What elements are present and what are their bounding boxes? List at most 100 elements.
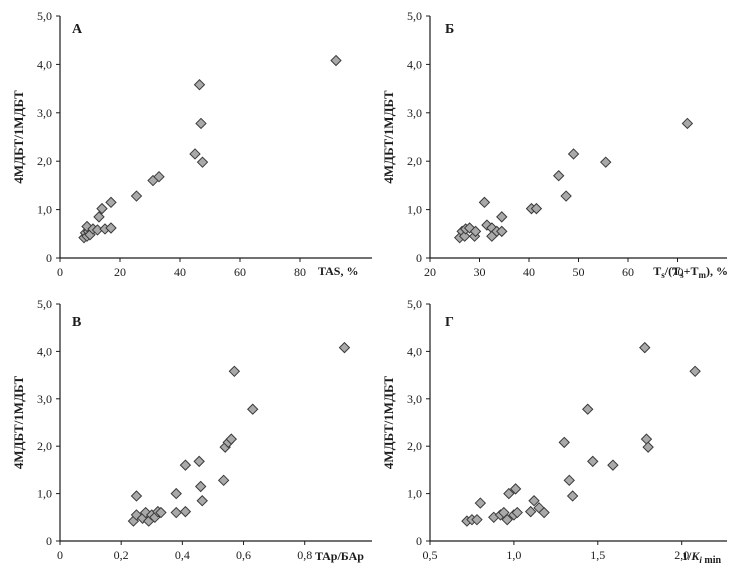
y-tick-label: 0 [46, 534, 52, 548]
y-tick-label: 0 [416, 251, 422, 265]
y-axis-title: 4МДБТ/1МДБТ [11, 376, 26, 470]
x-tick-label: 0,4 [175, 548, 190, 562]
x-tick-label: 0,5 [423, 548, 438, 562]
chart-panel-4: 0 1,0 2,0 3,0 4,0 5,0 0,5 1,0 1,5 2,0 Г 4МДБТ/1МДБТ… [381, 297, 727, 566]
data-point [501, 513, 513, 526]
y-tick-label: 1,0 [407, 203, 422, 217]
x-tick-label: 1,0 [506, 548, 521, 562]
x-tick-label: 20 [114, 265, 126, 279]
y-tick-label: 2,0 [37, 439, 52, 453]
data-point [528, 495, 540, 507]
x-tick-label: 40 [174, 265, 186, 279]
x-axis-title-part: s [661, 270, 665, 280]
data-point [600, 156, 612, 168]
x-tick-label: 40 [523, 265, 535, 279]
y-tick-label: 0 [46, 251, 52, 265]
data-point [639, 341, 651, 354]
data-point [170, 487, 182, 500]
x-axis-title-part: ), % [706, 264, 728, 278]
y-tick-label: 5,0 [407, 9, 422, 23]
data-point [196, 156, 209, 168]
data-point [681, 117, 694, 130]
data-point [330, 54, 342, 67]
data-point [640, 433, 653, 445]
data-point [560, 190, 572, 202]
data-point [228, 365, 241, 378]
data-point [563, 474, 575, 487]
data-point [217, 474, 230, 487]
panel-letter: В [72, 315, 81, 330]
x-axis-title-part: /(T [664, 264, 680, 278]
data-point [338, 341, 351, 354]
y-tick-label: 4,0 [407, 57, 422, 71]
data-point [469, 225, 482, 238]
chart-panel-3: 0 1,0 2,0 3,0 4,0 5,0 0 0,2 0,4 0,6 0,8 В 4МДБТ/1МДБ… [11, 297, 372, 563]
data-point [503, 487, 515, 500]
y-tick-label: 3,0 [407, 392, 422, 406]
x-axis-title-part: +T [684, 264, 699, 278]
data-point [130, 190, 143, 202]
x-tick-label: 60 [234, 265, 246, 279]
y-tick-label: 5,0 [37, 297, 52, 311]
x-axis-title-part: s [680, 270, 684, 280]
data-point [179, 459, 192, 471]
y-tick-label: 3,0 [37, 392, 52, 406]
data-point [195, 117, 207, 130]
data-point [567, 148, 580, 160]
y-axis-title: 4МДБТ/1МДБТ [381, 90, 396, 184]
data-point [552, 170, 565, 182]
x-tick-label: 0,2 [114, 548, 129, 562]
data-point [566, 490, 579, 502]
x-axis-title-part: i [699, 555, 702, 565]
y-tick-label: 3,0 [37, 106, 52, 120]
data-point [587, 455, 599, 468]
x-tick-label: 20 [424, 265, 436, 279]
data-point [582, 403, 594, 415]
y-tick-label: 4,0 [37, 344, 52, 358]
x-axis-title: TAS, % [318, 264, 358, 278]
data-point [93, 211, 105, 223]
x-axis-title-part: min [702, 555, 722, 566]
data-point [511, 506, 523, 519]
data-point [471, 513, 483, 526]
y-tick-label: 2,0 [407, 154, 422, 168]
data-point [509, 483, 522, 495]
data-point [474, 497, 487, 509]
data-point [530, 202, 543, 215]
x-tick-label: 50 [573, 265, 585, 279]
data-point [105, 196, 117, 209]
x-tick-label: 0 [57, 548, 63, 562]
data-point [189, 148, 201, 160]
y-tick-label: 2,0 [407, 439, 422, 453]
data-point [246, 403, 259, 415]
data-point [558, 436, 570, 449]
data-point [155, 506, 167, 519]
data-point [689, 365, 701, 378]
data-point [153, 170, 165, 183]
chart-panel-2: 0 1,0 2,0 3,0 4,0 5,0 20 30 40 50 60 70 Б 4МДБТ/1МДБТ… [381, 9, 728, 280]
x-axis-title-part: K [690, 549, 700, 563]
data-point [193, 79, 206, 91]
chart-panel-1: 0 1,0 2,0 3,0 4,0 5,0 0 20 40 60 80 А 4МДБТ/1МДБТ TAS… [11, 9, 372, 279]
x-axis-title-part: 1/ [682, 549, 692, 563]
y-tick-label: 4,0 [37, 57, 52, 71]
y-tick-label: 2,0 [37, 154, 52, 168]
data-point [105, 222, 117, 234]
data-point [478, 196, 491, 209]
y-tick-label: 3,0 [407, 106, 422, 120]
data-point [496, 211, 508, 223]
data-point [179, 505, 192, 518]
x-axis-title: TAр/БАр [315, 549, 364, 563]
y-tick-label: 4,0 [407, 344, 422, 358]
panel-letter: А [72, 22, 83, 37]
panel-letter: Б [445, 22, 454, 37]
x-tick-label: 0,6 [236, 548, 251, 562]
x-tick-label: 70 [672, 265, 684, 279]
y-tick-label: 1,0 [37, 203, 52, 217]
y-tick-label: 5,0 [37, 9, 52, 23]
x-tick-label: 2,0 [674, 548, 689, 562]
x-tick-label: 0 [57, 265, 63, 279]
x-axis-title: 1/Ki min [682, 549, 721, 566]
data-point [194, 480, 207, 493]
